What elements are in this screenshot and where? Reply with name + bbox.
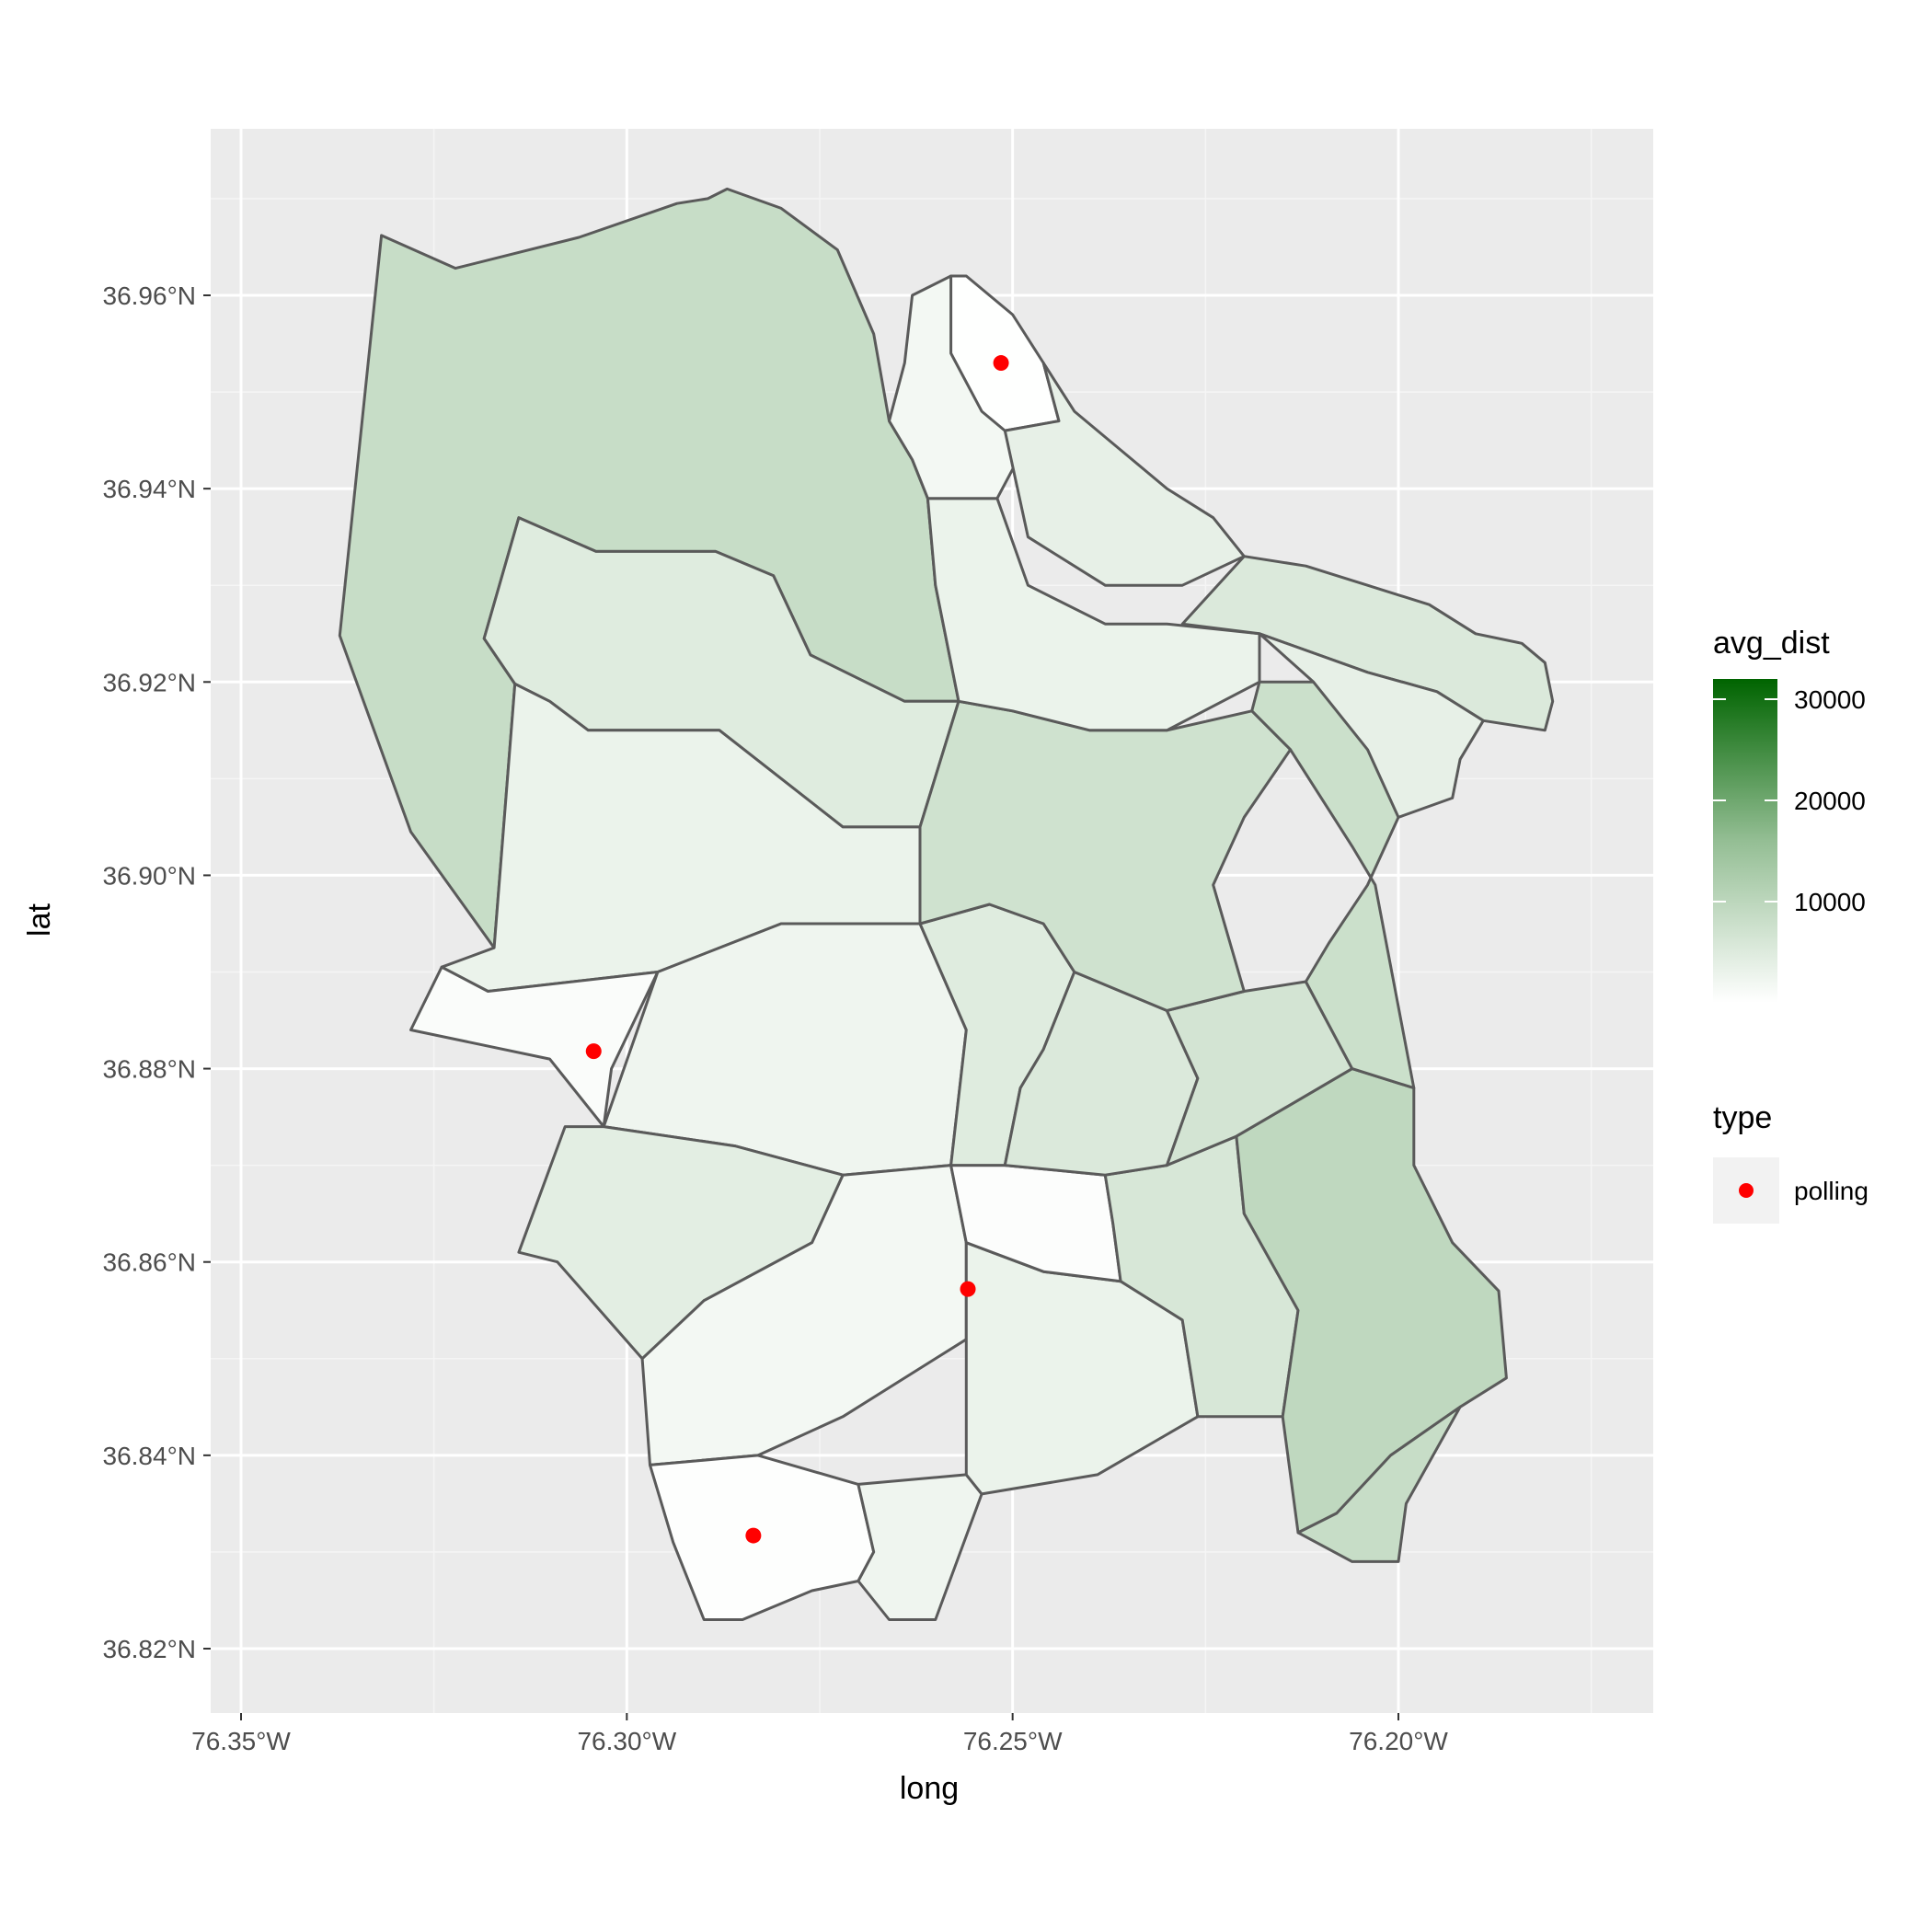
polling-point (745, 1527, 762, 1544)
fill-legend-breaks: 10000 20000 30000 (1713, 685, 1866, 916)
x-tick-label: 76.35°W (191, 1727, 291, 1755)
y-tick-label: 36.92°N (103, 668, 197, 696)
y-tick-label: 36.88°N (103, 1055, 197, 1084)
polling-point (585, 1043, 602, 1060)
x-axis-title: long (900, 1771, 959, 1806)
y-tick-label: 36.84°N (103, 1442, 197, 1470)
region-polygons (338, 187, 1555, 1621)
region-polygon (409, 965, 660, 1129)
region-polygon (649, 1454, 876, 1621)
fill-legend-colorbar (1713, 679, 1777, 1003)
region-polygon (1165, 980, 1354, 1167)
x-tick-label: 76.25°W (963, 1727, 1063, 1755)
y-tick-label: 36.86°N (103, 1248, 197, 1277)
x-tick-label: 76.20°W (1349, 1727, 1448, 1755)
region-polygon (1258, 632, 1485, 819)
region-polygon (1296, 1405, 1462, 1563)
y-axis-title: lat (22, 903, 57, 936)
polling-point (960, 1281, 976, 1297)
y-axis-ticks: 36.82°N 36.84°N 36.86°N 36.88°N 36.90°N 36.92… (103, 282, 211, 1663)
x-tick-label: 76.30°W (577, 1727, 676, 1755)
point-legend-label: polling (1794, 1177, 1869, 1205)
polling-points (585, 355, 1009, 1544)
y-tick-label: 36.90°N (103, 861, 197, 890)
y-tick-label: 36.82°N (103, 1635, 197, 1663)
region-polygon (1003, 362, 1246, 587)
y-tick-label: 36.96°N (103, 282, 197, 310)
polling-point (993, 355, 1009, 372)
fill-legend-title: avg_dist (1713, 626, 1830, 661)
x-axis-ticks: 76.35°W 76.30°W 76.25°W 76.20°W (191, 1713, 1448, 1755)
point-legend: type polling (1713, 1100, 1869, 1224)
y-tick-label: 36.94°N (103, 475, 197, 503)
fill-legend: avg_dist 10000 20000 30000 (1713, 626, 1866, 1003)
legend-break-label: 10000 (1794, 888, 1866, 916)
legend-break-label: 30000 (1794, 685, 1866, 714)
legend-break-label: 20000 (1794, 787, 1866, 815)
point-legend-title: type (1713, 1100, 1772, 1135)
point-legend-dot (1739, 1183, 1754, 1198)
